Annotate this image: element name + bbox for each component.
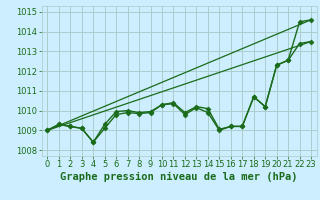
X-axis label: Graphe pression niveau de la mer (hPa): Graphe pression niveau de la mer (hPa): [60, 172, 298, 182]
